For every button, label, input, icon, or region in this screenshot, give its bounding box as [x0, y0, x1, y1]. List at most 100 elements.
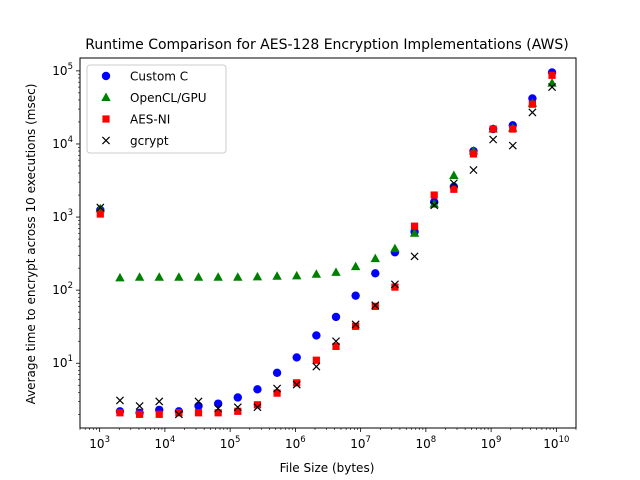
y-tick-label: 101 [52, 354, 73, 370]
data-point [194, 409, 203, 417]
data-point [273, 389, 281, 397]
data-point [312, 356, 320, 364]
data-point [489, 125, 497, 133]
legend-marker [101, 71, 111, 81]
data-point [352, 322, 360, 330]
data-point [292, 380, 301, 389]
legend-label: gcrypt [130, 134, 169, 148]
plot-marks [95, 68, 557, 419]
data-point [115, 396, 124, 405]
data-point [371, 301, 380, 310]
data-point [351, 320, 360, 329]
y-axis-label: Average time to encrypt across 10 execut… [24, 84, 38, 405]
data-point [371, 269, 380, 278]
data-point [332, 342, 340, 350]
data-point [331, 337, 341, 346]
data-point [350, 261, 361, 271]
data-point [450, 185, 458, 193]
data-point [233, 272, 243, 281]
data-point [469, 150, 478, 158]
data-point [253, 385, 262, 394]
chart-title: Runtime Comparison for AES-128 Encryptio… [85, 37, 568, 53]
data-point [410, 222, 419, 230]
data-point [331, 267, 341, 276]
data-point [272, 368, 282, 377]
data-point [293, 379, 301, 387]
data-point [409, 228, 420, 237]
y-tick-label: 105 [52, 62, 73, 78]
legend-label: Custom C [130, 70, 188, 84]
data-point [429, 199, 439, 208]
data-point [390, 280, 399, 289]
data-point [292, 353, 301, 362]
data-point [311, 269, 322, 278]
x-tick-label: 109 [481, 435, 502, 451]
data-point [489, 135, 498, 144]
x-tick-label: 104 [155, 435, 176, 451]
data-point [174, 410, 183, 419]
data-point [430, 191, 438, 199]
data-point [194, 397, 203, 406]
series-gcrypt [96, 83, 557, 419]
plot-frame [79, 57, 577, 429]
data-point [469, 165, 478, 175]
data-point [370, 253, 380, 263]
y-tick-label: 104 [52, 135, 73, 151]
data-point [312, 362, 321, 371]
data-point [331, 312, 341, 322]
data-point [391, 283, 399, 291]
data-point [371, 302, 379, 310]
legend-box [86, 64, 227, 154]
legend-entry: Custom C [101, 70, 188, 84]
data-point [410, 252, 419, 261]
legend-label: AES-NI [130, 113, 170, 127]
data-point [449, 179, 458, 188]
data-point [312, 331, 321, 340]
data-point [351, 291, 360, 300]
data-point [155, 410, 163, 418]
data-point [233, 393, 242, 402]
data-point [213, 399, 223, 408]
data-point [194, 401, 203, 411]
x-tick-label: 103 [89, 435, 110, 451]
data-point [174, 272, 184, 281]
y-tick-label: 102 [52, 281, 73, 297]
axis-ticks: 103 104 105 106 107 108 109 1010 101 102 103 104 105 [52, 62, 577, 451]
data-point [252, 271, 263, 281]
data-point [214, 404, 223, 413]
data-point [96, 210, 104, 218]
legend-marker [101, 136, 111, 145]
data-point [272, 271, 282, 280]
x-tick-label: 107 [350, 435, 371, 451]
data-point [390, 243, 400, 253]
data-point [135, 401, 144, 411]
x-tick-label: 1010 [543, 435, 569, 451]
legend-label: OpenCL/GPU [130, 91, 206, 105]
x-tick-label: 108 [416, 435, 437, 451]
y-tick-label: 103 [52, 208, 73, 224]
legend-entry: OpenCL/GPU [101, 91, 206, 105]
legend-marker [101, 92, 111, 101]
data-point [528, 100, 537, 108]
data-point [548, 71, 556, 79]
data-point [273, 384, 282, 393]
data-point [509, 125, 517, 133]
data-point [253, 401, 262, 409]
data-point [193, 272, 204, 281]
legend-entry: AES-NI [102, 113, 170, 127]
data-point [116, 409, 124, 417]
data-point [155, 397, 164, 406]
data-point [154, 272, 164, 281]
data-point [115, 272, 125, 282]
data-point [233, 403, 242, 412]
data-point [96, 203, 105, 212]
data-point [213, 272, 223, 281]
data-point [135, 410, 144, 418]
x-axis-label: File Size (bytes) [280, 461, 375, 475]
series-aes-ni [96, 71, 556, 418]
data-point [449, 170, 459, 180]
data-point [292, 270, 302, 280]
data-point [175, 409, 183, 417]
legend-entry: gcrypt [101, 134, 169, 148]
